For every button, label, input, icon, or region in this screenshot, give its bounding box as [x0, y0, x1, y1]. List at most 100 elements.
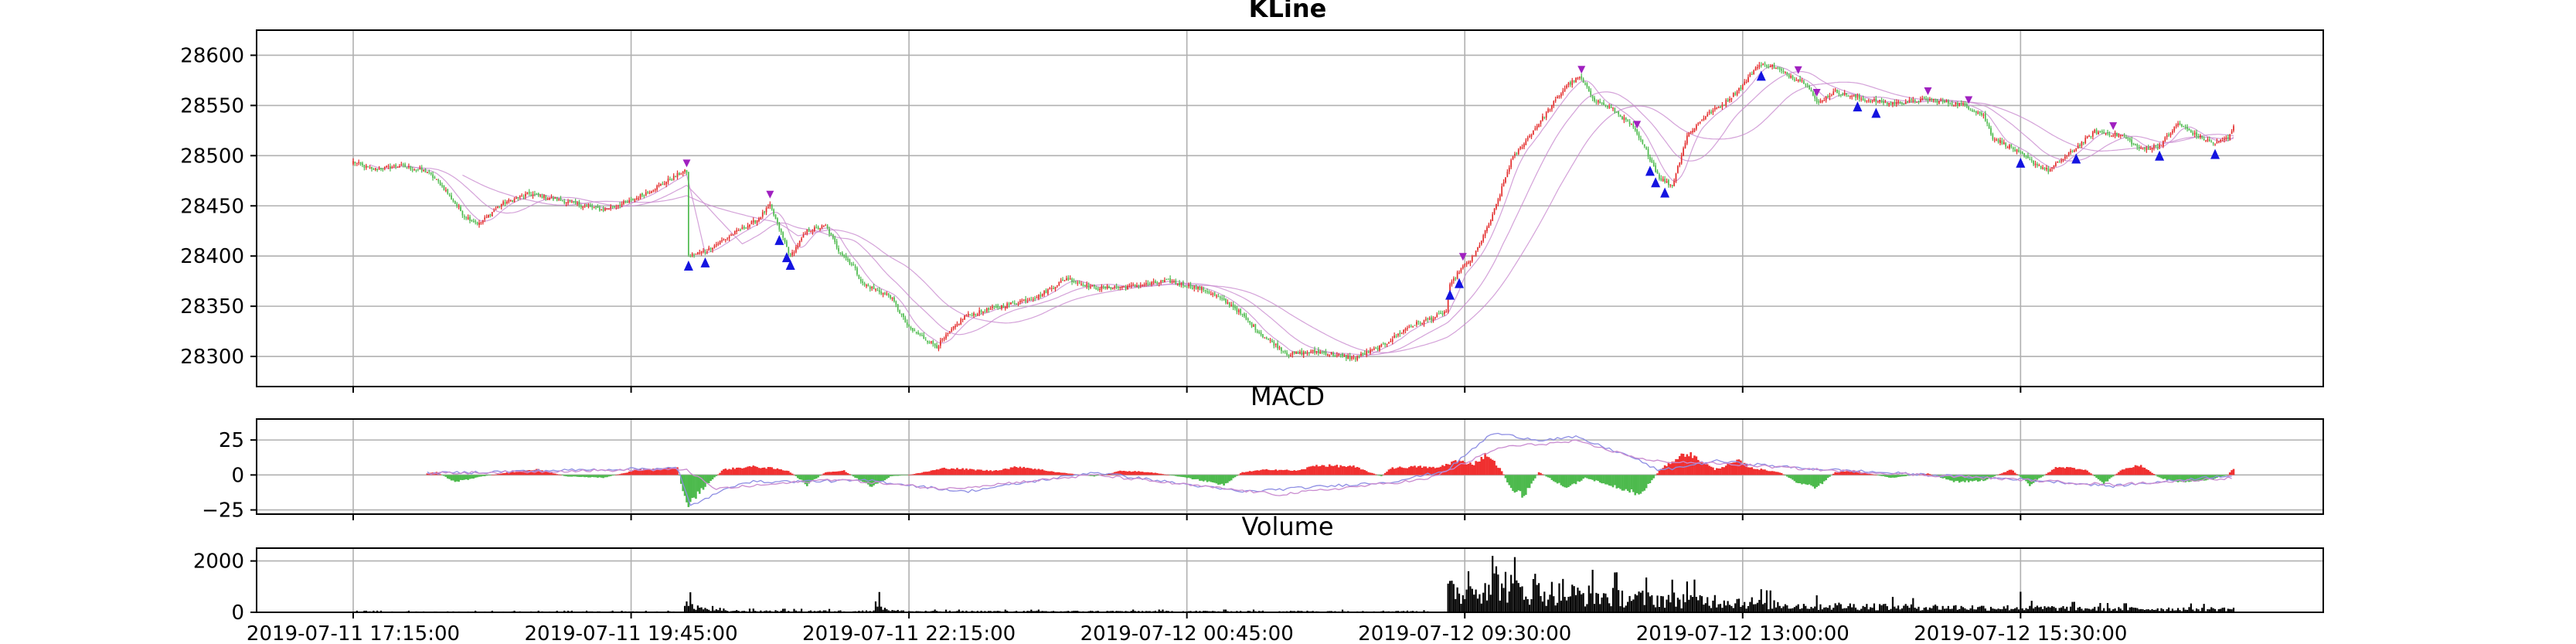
- volume-bar: [1732, 608, 1734, 612]
- macd-bar: [1404, 468, 1407, 475]
- candle-body: [1814, 95, 1816, 99]
- candle-body: [810, 231, 812, 233]
- macd-bar: [1758, 469, 1761, 475]
- candle-body: [597, 206, 599, 208]
- candle-body: [549, 198, 550, 200]
- macd-bar: [791, 473, 794, 475]
- buy-marker: [2016, 157, 2026, 168]
- candle-body: [591, 206, 594, 208]
- volume-bar: [2195, 608, 2198, 612]
- volume-bar: [825, 610, 827, 612]
- macd-bar: [665, 467, 668, 475]
- kline-panel: KLine 2830028350284002845028500285502860…: [180, 0, 2324, 393]
- volume-bar: [948, 610, 951, 612]
- macd-bar: [767, 466, 770, 475]
- macd-bar: [1367, 472, 1370, 475]
- macd-bar: [1073, 474, 1075, 475]
- candle-body: [408, 166, 410, 168]
- candle-body: [1371, 349, 1373, 351]
- candle-body: [1397, 333, 1399, 336]
- macd-bar: [509, 472, 512, 475]
- macd-bar: [1288, 470, 1290, 475]
- candle-body: [1193, 286, 1196, 289]
- candle-body: [769, 203, 771, 206]
- macd-bar: [845, 472, 847, 475]
- candle-body: [1197, 286, 1199, 290]
- candle-body: [1745, 81, 1747, 83]
- candle-body: [654, 189, 656, 191]
- macd-bar: [1241, 472, 1244, 475]
- candle-body: [825, 225, 827, 227]
- macd-bar: [1154, 472, 1157, 475]
- candle-body: [917, 332, 919, 335]
- candle-body: [458, 206, 460, 208]
- candle-body: [1727, 100, 1729, 102]
- candle-body: [1431, 317, 1432, 321]
- candle-body: [1468, 262, 1469, 264]
- volume-bar: [1599, 604, 1601, 612]
- volume-bar: [1158, 609, 1160, 612]
- candle-body: [1895, 102, 1897, 104]
- macd-bar: [928, 471, 931, 475]
- candle-body: [595, 206, 597, 208]
- macd-bar: [2050, 469, 2054, 475]
- volume-bar: [1886, 606, 1888, 612]
- volume-bar: [1875, 610, 1877, 612]
- macd-bar: [1960, 475, 1962, 482]
- volume-bar: [2147, 609, 2149, 612]
- candle-body: [2027, 155, 2029, 158]
- candle-body: [1165, 278, 1168, 281]
- macd-bar: [1008, 469, 1010, 475]
- macd-bar: [1899, 475, 1901, 477]
- candle-body: [1553, 101, 1555, 106]
- macd-bar: [1537, 472, 1540, 475]
- candle-body: [534, 193, 536, 195]
- macd-bar: [993, 470, 995, 475]
- candle-body: [1160, 281, 1162, 283]
- volume-bar: [862, 610, 864, 612]
- volume-bar: [1582, 593, 1584, 612]
- candle-body: [936, 345, 938, 349]
- candle-body: [2094, 129, 2096, 133]
- macd-bar: [1610, 475, 1612, 486]
- volume-bar: [1587, 585, 1590, 612]
- candle-body: [703, 250, 704, 252]
- candle-body: [460, 206, 461, 212]
- macd-bar: [1223, 475, 1225, 486]
- candle-body: [680, 173, 682, 175]
- volume-bar: [1504, 571, 1507, 612]
- macd-bar: [1509, 475, 1513, 489]
- volume-bar: [1584, 606, 1587, 612]
- macd-bar: [1577, 475, 1579, 482]
- volume-bar: [1574, 595, 1577, 612]
- candle-body: [1475, 250, 1477, 256]
- volume-bar: [2192, 609, 2194, 612]
- volume-bar: [1562, 578, 1564, 612]
- volume-bar: [1928, 607, 1931, 612]
- candle-body: [393, 165, 395, 167]
- macd-bar: [458, 475, 460, 482]
- volume-bar: [882, 609, 884, 612]
- macd-bar: [1260, 469, 1262, 475]
- candle-body: [380, 168, 382, 170]
- candle-body: [1323, 351, 1325, 353]
- macd-bar: [1699, 462, 1701, 475]
- candle-body: [1199, 286, 1201, 291]
- macd-bar: [1399, 466, 1401, 475]
- candle-body: [467, 216, 469, 220]
- volume-bar: [2045, 607, 2047, 612]
- candle-body: [522, 196, 525, 198]
- macd-bar: [2095, 475, 2098, 479]
- volume-bar: [1788, 608, 1790, 612]
- macd-bar: [1065, 473, 1068, 475]
- volume-bar: [1871, 608, 1873, 612]
- macd-bar: [1504, 475, 1507, 479]
- candle-body: [624, 201, 627, 203]
- candle-body: [1284, 351, 1286, 353]
- macd-bar: [723, 469, 725, 475]
- candle-body: [436, 179, 437, 180]
- candle-body: [352, 161, 354, 165]
- candle-body: [509, 199, 512, 201]
- macd-bar: [817, 475, 819, 478]
- macd-bar: [1789, 475, 1792, 479]
